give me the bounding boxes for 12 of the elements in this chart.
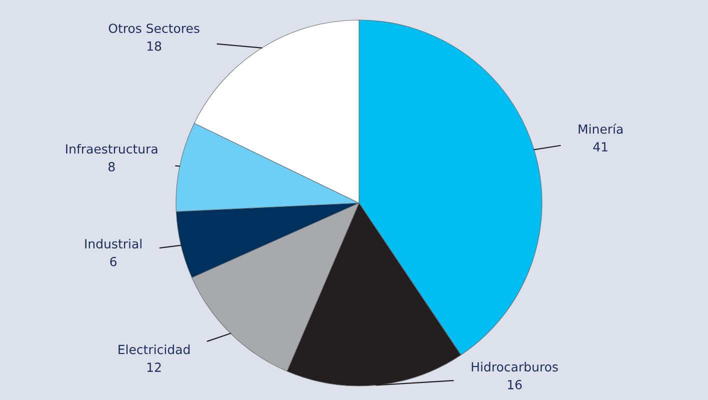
slice-label: Hidrocarburos: [472, 362, 558, 372]
slice-label: Industrial: [85, 238, 142, 248]
data-label: 18: [147, 41, 162, 51]
data-label: 6: [110, 256, 116, 266]
data-label: 12: [147, 362, 161, 372]
slice-label: Otros Sectores: [108, 24, 200, 34]
slice-label: Infraestructura: [66, 144, 158, 154]
data-label: 41: [593, 142, 608, 152]
data-label: 8: [108, 162, 115, 172]
data-label: 16: [508, 380, 522, 390]
slice-label: Minería: [578, 124, 623, 134]
slice-label: Electricidad: [118, 344, 190, 354]
